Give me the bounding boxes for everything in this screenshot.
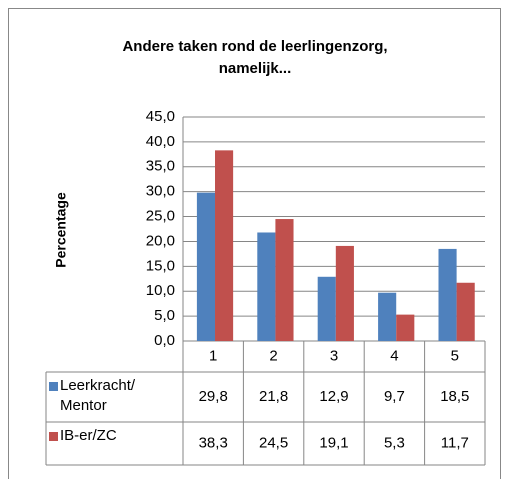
y-axis-label: Percentage	[53, 192, 69, 268]
bar	[438, 248, 457, 341]
bar	[335, 245, 354, 341]
table-value: 29,8	[199, 388, 228, 405]
bar	[396, 314, 415, 341]
table-value: 18,5	[440, 388, 469, 405]
y-tick-label: 15,0	[146, 257, 175, 274]
table-value: 19,1	[319, 434, 348, 451]
table-value: 9,7	[384, 388, 405, 405]
chart-border	[8, 8, 501, 479]
x-tick-label: 1	[209, 347, 217, 364]
x-tick-label: 5	[451, 347, 459, 364]
y-tick-label: 45,0	[146, 108, 175, 125]
table-value: 38,3	[199, 434, 228, 451]
y-tick-label: 35,0	[146, 158, 175, 175]
bar	[456, 282, 475, 341]
chart-title: Andere taken rond de leerlingenzorg, nam…	[122, 38, 388, 77]
x-tick-label: 2	[269, 347, 277, 364]
y-tick-label: 25,0	[146, 208, 175, 225]
legend-label: Leerkracht/ Mentor	[60, 377, 136, 414]
bar	[378, 292, 397, 341]
x-tick-label: 4	[390, 347, 398, 364]
y-tick-label: 30,0	[146, 183, 175, 200]
y-tick-label: 40,0	[146, 133, 175, 150]
legend-swatch	[49, 432, 58, 441]
table-value: 11,7	[441, 434, 469, 451]
y-tick-label: 10,0	[146, 282, 175, 299]
bar	[215, 150, 234, 341]
bar	[275, 219, 294, 341]
legend-label: IB-er/ZC	[60, 427, 117, 444]
bar	[257, 232, 276, 341]
y-tick-label: 0,0	[154, 332, 175, 349]
y-tick-label: 5,0	[154, 307, 175, 324]
table-value: 24,5	[259, 434, 288, 451]
x-tick-label: 3	[330, 347, 338, 364]
table-value: 21,8	[259, 388, 288, 405]
table-value: 12,9	[319, 388, 348, 405]
y-tick-label: 20,0	[146, 232, 175, 249]
bar	[317, 276, 336, 341]
legend-swatch	[49, 382, 58, 391]
bar	[196, 192, 216, 341]
table-value: 5,3	[384, 434, 405, 451]
